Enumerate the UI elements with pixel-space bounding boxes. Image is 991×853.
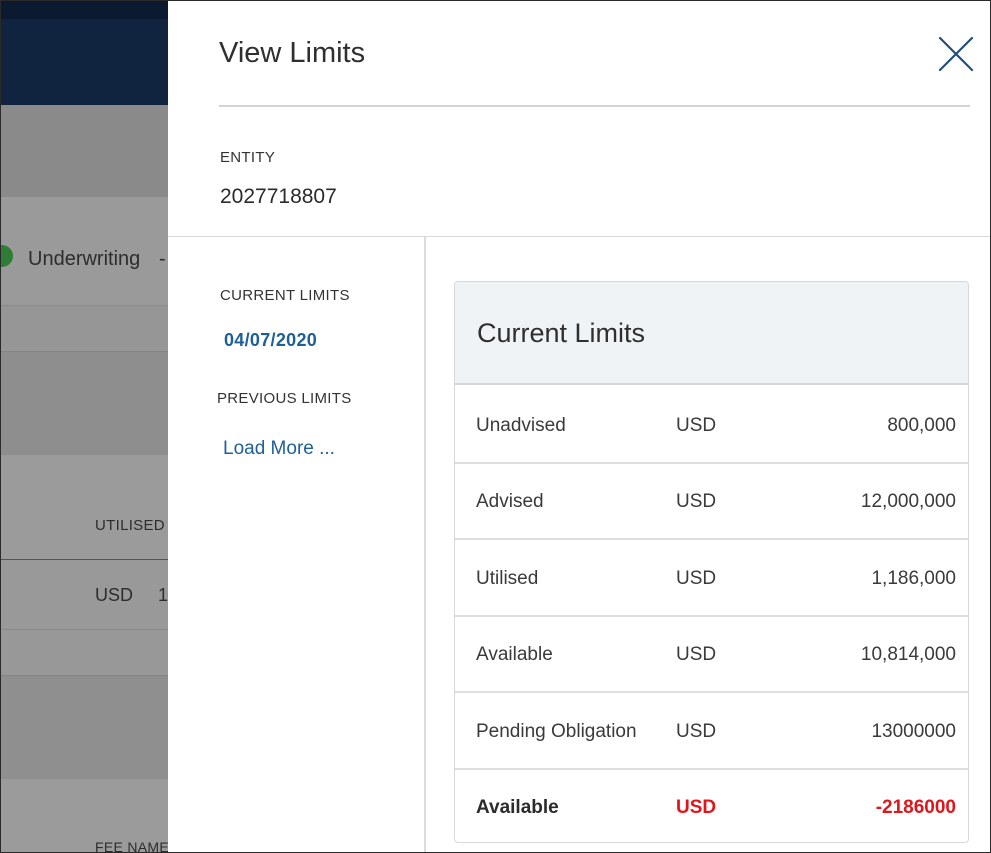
limit-row-utilised: Utilised USD 1,186,000 [455,540,968,617]
drawer-title: View Limits [219,37,366,69]
column-divider [424,237,426,852]
limit-amount: 10,814,000 [860,644,956,665]
load-more-link[interactable]: Load More ... [223,438,335,459]
limit-currency: USD [676,797,717,818]
limit-row-advised: Advised USD 12,000,000 [455,463,968,540]
limit-row-unadvised: Unadvised USD 800,000 [455,387,968,464]
background-band [1,629,168,675]
limit-currency: USD [676,721,717,742]
current-limits-heading: CURRENT LIMITS [220,287,350,304]
limit-label: Unadvised [476,415,566,436]
limit-currency: USD [676,644,717,665]
step-status-icon [1,245,13,267]
limit-amount: 800,000 [887,415,956,436]
background-band [1,105,168,197]
limit-currency: USD [676,568,717,589]
background-band [1,779,168,852]
background-band [1,559,168,629]
current-limits-date-link[interactable]: 04/07/2020 [224,330,318,350]
limit-amount: -2186000 [875,797,956,818]
background-band [1,455,168,559]
close-icon [938,36,974,72]
background-page: Underwriting - UTILISED USD 1 FEE NAME [1,1,168,853]
limit-label: Available [476,797,559,818]
entity-label: ENTITY [220,149,276,166]
limit-label: Available [476,644,553,665]
limit-currency: USD [676,491,717,512]
limit-row-pending-obligation: Pending Obligation USD 13000000 [455,693,968,770]
limit-row-available-total: Available USD -2186000 [455,769,968,842]
background-step-suffix: - [159,248,166,270]
background-step-label: Underwriting [28,248,141,270]
card-header: Current Limits [455,282,968,385]
background-band [1,305,168,351]
background-band [1,351,168,455]
limit-label: Advised [476,491,544,512]
card-title: Current Limits [477,318,646,348]
background-band [1,197,168,305]
background-band [1,675,168,779]
background-fee-header: FEE NAME [95,839,168,853]
background-currency: USD [95,585,134,605]
limit-label: Utilised [476,568,539,589]
view-limits-drawer: View Limits ENTITY 2027718807 CURRENT LI… [168,1,990,852]
previous-limits-heading: PREVIOUS LIMITS [217,390,352,407]
limit-amount: 13000000 [871,721,956,742]
entity-divider [168,236,990,237]
background-header [1,1,168,105]
limit-amount: 12,000,000 [860,491,956,512]
current-limits-card: Current Limits Unadvised USD 800,000 Adv… [454,281,969,843]
background-utilised-header: UTILISED [95,517,165,534]
limit-amount: 1,186,000 [871,568,956,589]
entity-value: 2027718807 [220,185,337,208]
close-button[interactable] [937,35,975,73]
title-divider [219,105,970,107]
limit-label: Pending Obligation [476,721,637,742]
limit-row-available: Available USD 10,814,000 [455,616,968,693]
limit-currency: USD [676,415,717,436]
background-value-fragment: 1 [158,585,168,605]
